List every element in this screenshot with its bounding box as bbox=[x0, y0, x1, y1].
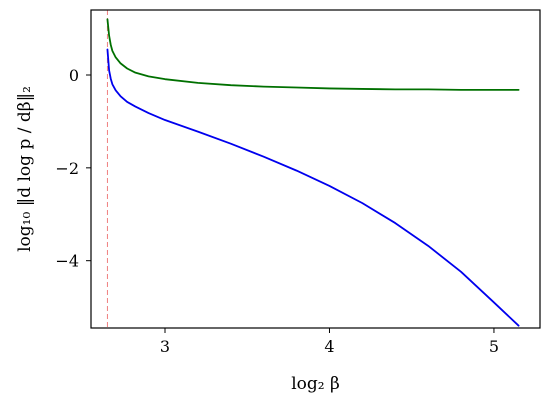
y-axis-label: log₁₀ ‖d log p / dβ‖₂ bbox=[15, 86, 35, 252]
y-tick-label: −2 bbox=[55, 159, 79, 178]
x-tick-label: 3 bbox=[160, 337, 170, 356]
plot-frame bbox=[90, 9, 541, 329]
series-line-1 bbox=[106, 48, 520, 327]
y-tick-label: −4 bbox=[55, 252, 79, 271]
y-tick-label: 0 bbox=[69, 66, 79, 85]
x-tick-label: 5 bbox=[489, 337, 499, 356]
x-tick-label: 4 bbox=[324, 337, 334, 356]
series-line-2 bbox=[106, 18, 520, 91]
x-axis-label: log₂ β bbox=[291, 374, 340, 394]
